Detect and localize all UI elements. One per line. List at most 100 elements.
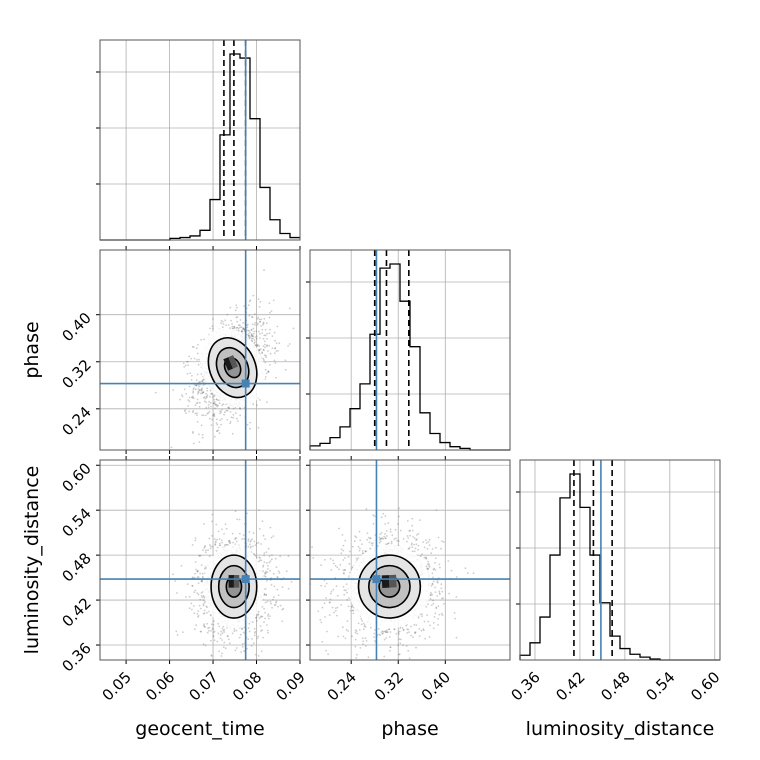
scatter-point [328,601,331,604]
scatter-point [246,323,249,326]
scatter-point [361,543,363,546]
scatter-point [383,630,385,633]
scatter-point [427,560,430,563]
scatter-point [271,554,273,556]
scatter-point [251,538,254,541]
panel-0-1 [96,246,301,454]
scatter-point [260,318,263,321]
scatter-point [213,395,215,398]
scatter-point [389,646,392,649]
scatter-point [239,319,242,321]
scatter-point [422,628,425,630]
scatter-point [390,540,393,543]
scatter-point [192,346,195,349]
panel-content [100,250,300,450]
scatter-point [238,532,241,535]
scatter-point [250,337,253,340]
scatter-point [258,617,261,620]
scatter-point [267,547,270,550]
scatter-point [236,306,238,309]
scatter-point [236,518,239,521]
scatter-point [380,516,383,519]
scatter-point [270,602,272,605]
scatter-point [195,568,197,571]
scatter-point [200,373,203,375]
scatter-point [261,352,264,355]
scatter-point [435,546,437,549]
scatter-point [258,349,260,352]
scatter-point [269,311,271,314]
scatter-point [425,557,428,560]
scatter-point [198,389,201,392]
scatter-point [275,376,277,379]
scatter-point [239,633,242,636]
scatter-point [381,537,384,540]
scatter-point [247,334,250,337]
scatter-point [194,404,197,407]
scatter-point [227,406,230,409]
scatter-point [398,630,401,633]
scatter-point [233,628,236,631]
scatter-point [224,523,227,526]
scatter-point [217,399,220,402]
scatter-point [277,570,280,573]
scatter-point [266,629,269,632]
scatter-point [262,357,265,360]
scatter-point [209,395,211,398]
scatter-point [240,326,243,329]
scatter-point [406,670,408,672]
scatter-point [423,546,426,549]
scatter-point [199,630,202,633]
scatter-point [426,563,429,565]
scatter-point [345,589,347,592]
scatter-point [441,597,443,600]
scatter-point [269,560,272,562]
scatter-point [453,612,456,614]
scatter-point [196,570,199,573]
scatter-point [352,612,355,615]
scatter-point [436,581,439,584]
scatter-point [256,345,259,347]
scatter-point [196,576,199,579]
scatter-point [411,524,413,527]
scatter-point [378,536,381,539]
scatter-point [231,432,234,435]
scatter-point [406,628,409,631]
scatter-point [264,538,267,540]
scatter-point [211,418,214,421]
scatter-point [398,633,400,635]
scatter-point [201,591,204,593]
scatter-point [262,321,265,324]
scatter-point [356,653,358,656]
scatter-point [267,568,269,570]
scatter-point [218,625,221,628]
scatter-point [437,624,439,626]
scatter-point [344,569,346,571]
scatter-point [247,304,250,307]
scatter-point [266,345,268,348]
scatter-point [248,335,250,337]
scatter-point [374,640,376,642]
scatter-point [201,596,204,599]
scatter-point [228,642,231,645]
scatter-point [264,328,267,331]
scatter-point [205,395,208,398]
scatter-point [325,582,328,585]
panel-1-2 [306,456,510,672]
scatter-point [288,307,291,310]
ytick-label-luminosity_distance-3: 0.54 [58,504,94,540]
scatter-point [247,638,250,641]
scatter-point [220,539,223,542]
scatter-point [194,537,197,539]
scatter-point [216,538,218,541]
scatter-point [288,343,291,345]
plot-layer [96,39,721,672]
scatter-point [258,348,261,351]
scatter-point [202,391,205,393]
scatter-point [266,332,268,335]
xtick-label-phase-2: 0.40 [418,668,454,704]
scatter-point [439,593,441,596]
scatter-point [253,332,255,335]
scatter-point [331,606,334,609]
